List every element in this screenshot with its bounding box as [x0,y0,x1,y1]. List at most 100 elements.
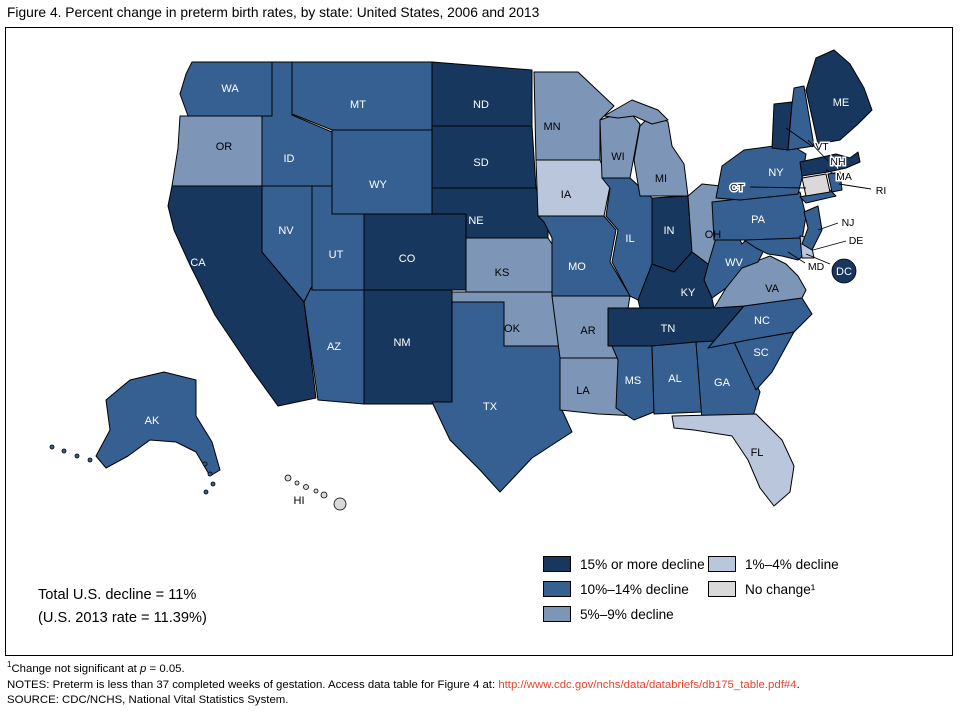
state-label-tn: TN [661,323,676,335]
state-label-il: IL [625,233,634,245]
state-label-sd: SD [473,157,488,169]
state-nj [801,205,823,251]
state-shape-hi [320,491,328,499]
state-shape-ct [801,173,831,197]
state-label-ms: MS [625,375,642,387]
state-labels-layer: WA OR CA AK HI ID NV MT WY UT AZ NM CO ND SD NE KS OK TX MN… [145,83,888,507]
state-label-la: LA [576,385,590,397]
state-shape-ak [87,457,93,463]
state-label-ne: NE [468,215,483,227]
state-label-ar: AR [580,325,595,337]
legend-swatch-decline10to14 [543,581,571,597]
legend-label-nochange: No change¹ [745,581,816,597]
legend-item-decline1to4: 1%–4% decline [708,556,839,572]
state-label-ct: CT [730,182,745,194]
state-label-ak: AK [145,415,160,427]
state-ri [827,171,843,193]
summary-annotation: Total U.S. decline = 11% (U.S. 2013 rate… [38,584,207,630]
state-label-ga: GA [714,377,731,389]
state-shape-ak [203,489,209,495]
map-border [5,27,953,656]
state-label-me: ME [833,97,850,109]
legend-label-decline1to4: 1%–4% decline [745,556,839,572]
state-ma [799,151,861,177]
state-shape-ak [74,453,80,459]
state-label-sc: SC [753,347,768,359]
state-label-ks: KS [495,267,510,279]
legend-column-2: 1%–4% decline No change¹ [708,556,839,606]
state-shape-dc [831,258,857,284]
state-shape-nj [801,205,823,251]
state-mi [603,99,689,197]
state-label-nd: ND [473,99,489,111]
state-shape-co [363,213,467,291]
total-decline-text: Total U.S. decline = 11% [38,587,197,603]
state-shape-fl [671,413,795,507]
legend-item-nochange: No change¹ [708,581,839,597]
state-shape-ak [49,444,55,450]
pointer-line-de [812,240,847,251]
state-label-az: AZ [327,341,341,353]
state-label-nm: NM [393,337,410,349]
legend-column-1: 15% or more decline 10%–14% decline 5%–9% … [543,556,705,631]
state-label-al: AL [668,373,681,385]
legend-item-decline15plus: 15% or more decline [543,556,705,572]
state-label-dc: DC [836,266,852,278]
state-label-oh: OH [705,229,722,241]
state-shape-hi [313,488,319,494]
state-label-ny: NY [768,167,784,179]
state-label-wv: WV [725,257,743,269]
state-label-wi: WI [611,151,624,163]
legend-swatch-decline15plus [543,556,571,572]
state-mt [291,61,433,131]
legend-label-decline10to14: 10%–14% decline [580,581,689,597]
state-label-nj: NJ [842,217,855,229]
legend-label-decline15plus: 15% or more decline [580,556,705,572]
state-shape-ak [210,481,216,487]
footnote-notes-suffix: . [796,678,800,691]
state-shape-nd [431,61,533,127]
footnote-sup: 1 [7,660,12,669]
state-co [363,213,467,291]
legend-swatch-decline1to4 [708,556,736,572]
footnotes: 1Change not significant at p = 0.05. NOT… [7,657,800,709]
state-label-mt: MT [350,99,366,111]
state-label-hi: HI [294,495,305,507]
state-shape-wi [599,109,641,179]
state-label-ri: RI [876,185,887,197]
state-label-va: VA [765,283,780,295]
footnote-notes: NOTES: Preterm is less than 37 completed… [7,678,800,694]
state-label-fl: FL [751,447,764,459]
state-hi [284,474,347,511]
pointer-line-dc [805,253,831,265]
state-wy [331,129,433,215]
state-label-ut: UT [329,249,344,261]
state-shape-ny [715,145,807,201]
state-label-in: IN [664,225,675,237]
state-dc [831,258,857,284]
state-label-md: MD [808,261,825,273]
state-shape-ri [827,171,843,193]
state-shape-ak [207,471,213,477]
state-label-ia: IA [561,189,572,201]
state-shape-mi [633,111,689,197]
state-shape-ks [465,237,553,293]
pointer-line-ma [825,169,836,175]
state-shape-hi [294,480,300,486]
figure-title: Figure 4. Percent change in preterm birt… [7,5,540,20]
state-me [805,49,873,145]
footnote-sig-post: = 0.05. [146,662,185,675]
footnote-sig-pre: Change not significant at [11,662,140,675]
state-label-or: OR [216,141,233,153]
state-shape-ia [535,159,611,217]
state-label-pa: PA [751,214,766,226]
state-shape-me [805,49,873,145]
legend-item-decline5to9: 5%–9% decline [543,606,705,622]
state-shape-ak [202,461,208,467]
state-nd [431,61,533,127]
state-shape-hi [303,484,309,490]
data-table-link[interactable]: http://www.cdc.gov/nchs/data/databriefs/… [498,678,797,691]
state-ak [49,371,221,495]
state-shape-ak [61,448,67,454]
